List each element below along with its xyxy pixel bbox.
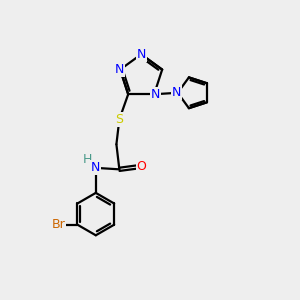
Text: N: N <box>91 161 101 174</box>
Text: Br: Br <box>51 218 65 231</box>
Text: N: N <box>172 86 181 99</box>
Text: N: N <box>136 48 146 61</box>
Text: S: S <box>116 113 123 126</box>
Text: H: H <box>83 153 92 166</box>
Text: N: N <box>115 63 124 76</box>
Text: N: N <box>151 88 160 101</box>
Text: O: O <box>136 160 146 173</box>
